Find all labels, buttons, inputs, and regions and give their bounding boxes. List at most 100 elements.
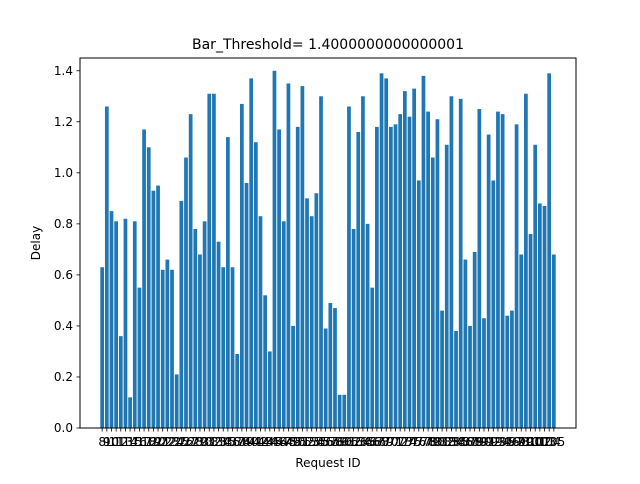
bar (421, 75, 426, 429)
bar (347, 106, 351, 428)
x-tick-label: 78 (420, 435, 435, 449)
bar (505, 315, 510, 428)
x-tick-label: 85 (453, 435, 468, 449)
x-tick-label: 98 (514, 435, 529, 449)
x-tick-label: 86 (458, 435, 473, 449)
x-tick-label: 79 (425, 435, 440, 449)
bar (104, 106, 109, 428)
x-tick-label: 14 (122, 435, 137, 449)
bar (323, 328, 328, 428)
bar (416, 180, 421, 428)
bar (430, 157, 435, 428)
bar (286, 83, 291, 429)
x-tick-label: 49 (285, 435, 300, 449)
x-tick-label: 104 (538, 435, 561, 449)
x-tick-label: 68 (374, 435, 389, 449)
x-tick-label: 62 (346, 435, 361, 449)
bar (240, 103, 244, 429)
x-tick-label: 89 (472, 435, 487, 449)
y-ticks-layer: 0.0 0.2 0.4 0.6 0.8 1.0 1.2 1.4 (54, 64, 80, 435)
y-tick-label: 0.2 (54, 370, 73, 384)
x-tick-label: 17 (136, 435, 151, 449)
bar (244, 183, 249, 428)
bar (463, 259, 468, 428)
bar (547, 73, 552, 428)
bar (193, 228, 198, 428)
bar (333, 308, 337, 428)
x-tick-label: 96 (504, 435, 519, 449)
y-tick-label: 0.4 (54, 319, 73, 333)
x-tick-label: 41 (248, 435, 263, 449)
bar (468, 325, 472, 428)
bar (267, 351, 272, 428)
bar (407, 116, 412, 428)
bar (454, 331, 458, 428)
bar (389, 126, 393, 429)
x-tick-label: 66 (365, 435, 380, 449)
bar (482, 318, 486, 428)
x-tick-label: 92 (486, 435, 501, 449)
bar (524, 93, 528, 428)
bar (128, 397, 132, 428)
x-tick-label: 10 (104, 435, 119, 449)
bar (198, 254, 202, 428)
bar (184, 157, 188, 428)
x-tick-label: 103 (533, 435, 556, 449)
x-tick-label: 11 (108, 435, 123, 449)
x-tick-label: 31 (202, 435, 217, 449)
bar (510, 310, 514, 428)
bar (170, 269, 174, 428)
x-tick-label: 74 (402, 435, 417, 449)
bar (393, 124, 398, 428)
bar (146, 147, 151, 428)
x-tick-label: 8 (98, 435, 106, 449)
bar (542, 206, 547, 428)
x-tick-label: 12 (113, 435, 128, 449)
x-tick-label: 59 (332, 435, 347, 449)
x-tick-label: 75 (406, 435, 421, 449)
bar (328, 302, 333, 428)
bar (207, 93, 212, 428)
x-tick-label: 28 (188, 435, 203, 449)
bar (300, 86, 305, 428)
x-tick-label: 23 (164, 435, 179, 449)
bar (132, 221, 137, 428)
x-tick-label: 63 (351, 435, 366, 449)
bar (305, 198, 309, 428)
bar (314, 193, 319, 428)
bar (123, 218, 128, 428)
bar (477, 109, 482, 428)
x-tick-label: 47 (276, 435, 291, 449)
bar (337, 394, 342, 428)
bar (109, 211, 114, 428)
x-tick-label: 99 (518, 435, 533, 449)
x-tick-label: 95 (500, 435, 515, 449)
x-tick-label: 64 (355, 435, 370, 449)
bar (137, 287, 142, 428)
bar (412, 88, 417, 429)
x-tick-label: 61 (341, 435, 356, 449)
x-tick-label: 42 (253, 435, 268, 449)
x-tick-label: 40 (244, 435, 259, 449)
bar (319, 96, 323, 428)
bar (402, 91, 407, 429)
bar (156, 185, 160, 428)
bar (435, 119, 440, 429)
bar (361, 96, 365, 428)
bar (533, 144, 538, 428)
bar (472, 251, 477, 428)
x-tick-label: 48 (281, 435, 296, 449)
x-tick-label: 33 (211, 435, 226, 449)
x-tick-label: 80 (430, 435, 445, 449)
bar (449, 96, 454, 428)
bar (212, 93, 216, 428)
x-tick-label: 87 (462, 435, 477, 449)
bar (491, 180, 496, 428)
x-tick-label: 77 (416, 435, 431, 449)
x-tick-label: 13 (118, 435, 133, 449)
bar (118, 336, 123, 428)
x-tick-label: 70 (383, 435, 398, 449)
x-tick-label: 26 (178, 435, 193, 449)
x-tick-label: 76 (411, 435, 426, 449)
